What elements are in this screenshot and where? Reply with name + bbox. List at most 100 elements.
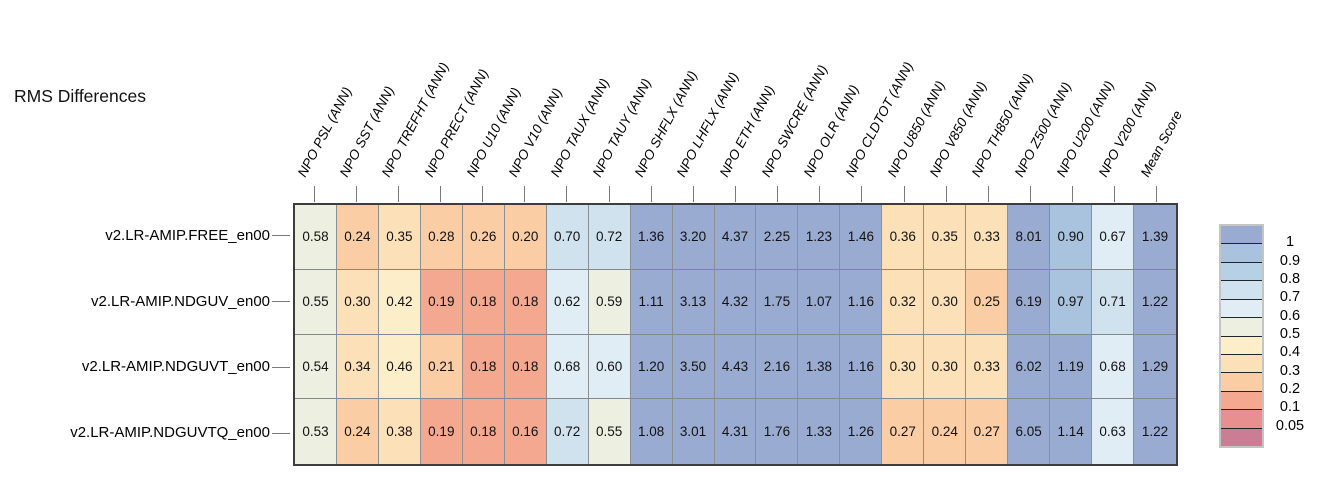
colorbar-segment (1221, 372, 1262, 391)
heatmap-cell: 0.16 (504, 399, 547, 464)
colorbar-tick-label: 0.9 (1279, 252, 1301, 269)
heatmap-cell: 1.19 (1050, 334, 1093, 400)
heatmap-cell: 0.72 (546, 399, 589, 464)
heatmap-cell: 0.26 (462, 205, 505, 270)
colorbar-tick-label: 0.4 (1279, 344, 1301, 361)
row-label: v2.LR-AMIP.NDGUV_en00 (91, 292, 270, 310)
column-tick (987, 186, 989, 202)
column-tick (566, 186, 568, 202)
heatmap-cell: 0.55 (295, 269, 337, 335)
row-tick (272, 301, 290, 303)
heatmap-cell: 0.18 (504, 334, 547, 400)
heatmap-cell: 2.25 (756, 205, 799, 270)
heatmap-cell: 6.02 (1008, 334, 1051, 400)
colorbar-segment (1221, 243, 1262, 262)
colorbar-tick-label: 0.8 (1279, 271, 1301, 287)
heatmap-cell: 1.23 (798, 205, 841, 270)
heatmap-cell: 1.76 (756, 399, 799, 464)
heatmap-cell: 0.54 (295, 334, 337, 400)
row-tick (272, 235, 290, 237)
row-label: v2.LR-AMIP.NDGUVTQ_en00 (70, 424, 270, 442)
heatmap-cell: 6.19 (1008, 269, 1051, 335)
heatmap-cell: 1.22 (1134, 269, 1176, 335)
row-label: v2.LR-AMIP.FREE_en00 (105, 226, 270, 244)
heatmap-cell: 0.38 (378, 399, 421, 464)
colorbar (1219, 224, 1264, 448)
heatmap-cell: 0.71 (1092, 269, 1135, 335)
heatmap-cell: 1.39 (1134, 205, 1176, 270)
heatmap-cell: 0.63 (1092, 399, 1135, 464)
heatmap-cell: 0.18 (462, 399, 505, 464)
heatmap-cell: 1.33 (798, 399, 841, 464)
column-tick (945, 186, 947, 202)
column-tick (608, 186, 610, 202)
heatmap-cell: 1.08 (630, 399, 673, 464)
heatmap-cell: 0.19 (420, 269, 463, 335)
column-tick (903, 186, 905, 202)
heatmap-cell: 0.27 (882, 399, 925, 464)
colorbar-segment (1221, 317, 1262, 336)
heatmap-cell: 4.43 (714, 334, 757, 400)
heatmap-cell: 0.18 (462, 269, 505, 335)
column-tick (524, 186, 526, 202)
heatmap-cell: 0.34 (336, 334, 379, 400)
colorbar-segment (1221, 390, 1262, 410)
heatmap-cell: 1.38 (798, 334, 841, 400)
heatmap-cell: 3.50 (672, 334, 715, 400)
heatmap-cell: 0.58 (295, 205, 337, 270)
colorbar-segment (1221, 280, 1262, 299)
heatmap-cell: 0.90 (1050, 205, 1093, 270)
heatmap-cell: 1.11 (630, 269, 673, 335)
heatmap-cell: 0.30 (924, 269, 967, 335)
heatmap-cell: 0.68 (546, 334, 589, 400)
column-tick (313, 186, 315, 202)
heatmap-cell: 0.42 (378, 269, 421, 335)
chart-title: RMS Differences (14, 86, 146, 106)
colorbar-segment (1221, 335, 1262, 354)
heatmap-cell: 1.29 (1134, 334, 1176, 400)
heatmap-cell: 0.60 (588, 334, 631, 400)
column-tick (1030, 186, 1031, 202)
colorbar-segment (1221, 261, 1262, 281)
column-tick (440, 186, 441, 202)
heatmap-cell: 6.05 (1008, 399, 1051, 464)
colorbar-tick-label: 0.7 (1279, 289, 1301, 306)
column-tick (650, 186, 652, 202)
heatmap-cell: 0.46 (378, 334, 421, 400)
colorbar-tick-label: 1 (1285, 234, 1295, 251)
heatmap-cell: 0.36 (882, 205, 925, 270)
heatmap-cell: 0.28 (420, 205, 463, 270)
heatmap-cell: 0.24 (924, 399, 967, 464)
column-tick (819, 186, 821, 202)
heatmap-cell: 0.18 (462, 334, 505, 400)
heatmap-cell: 0.67 (1092, 205, 1135, 270)
row-tick (272, 366, 290, 368)
heatmap-cell: 1.26 (840, 399, 883, 464)
column-tick (1156, 186, 1158, 202)
heatmap-cell: 0.35 (378, 205, 421, 270)
colorbar-tick-label: 0.05 (1275, 417, 1305, 434)
heatmap-cell: 4.32 (714, 269, 757, 335)
colorbar-segment (1221, 226, 1262, 244)
heatmap-cell: 0.70 (546, 205, 589, 270)
colorbar-segment (1221, 298, 1262, 318)
column-tick (1114, 186, 1116, 202)
heatmap-cell: 0.27 (966, 399, 1009, 464)
heatmap-cell: 0.20 (504, 205, 547, 270)
heatmap-cell: 0.21 (420, 334, 463, 400)
column-tick (692, 186, 694, 202)
heatmap-cell: 3.01 (672, 399, 715, 464)
heatmap-cell: 0.30 (882, 334, 925, 400)
column-tick (735, 186, 736, 202)
heatmap-cell: 0.24 (336, 399, 379, 464)
heatmap-cell: 1.46 (840, 205, 883, 270)
heatmap-cell: 1.22 (1134, 399, 1176, 464)
column-tick (777, 186, 779, 202)
colorbar-tick-label: 0.1 (1279, 399, 1301, 416)
heatmap-cell: 0.62 (546, 269, 589, 335)
heatmap-cell: 0.25 (966, 269, 1009, 335)
heatmap-cell: 1.07 (798, 269, 841, 335)
column-tick (397, 186, 399, 202)
heatmap-cell: 0.53 (295, 399, 337, 464)
